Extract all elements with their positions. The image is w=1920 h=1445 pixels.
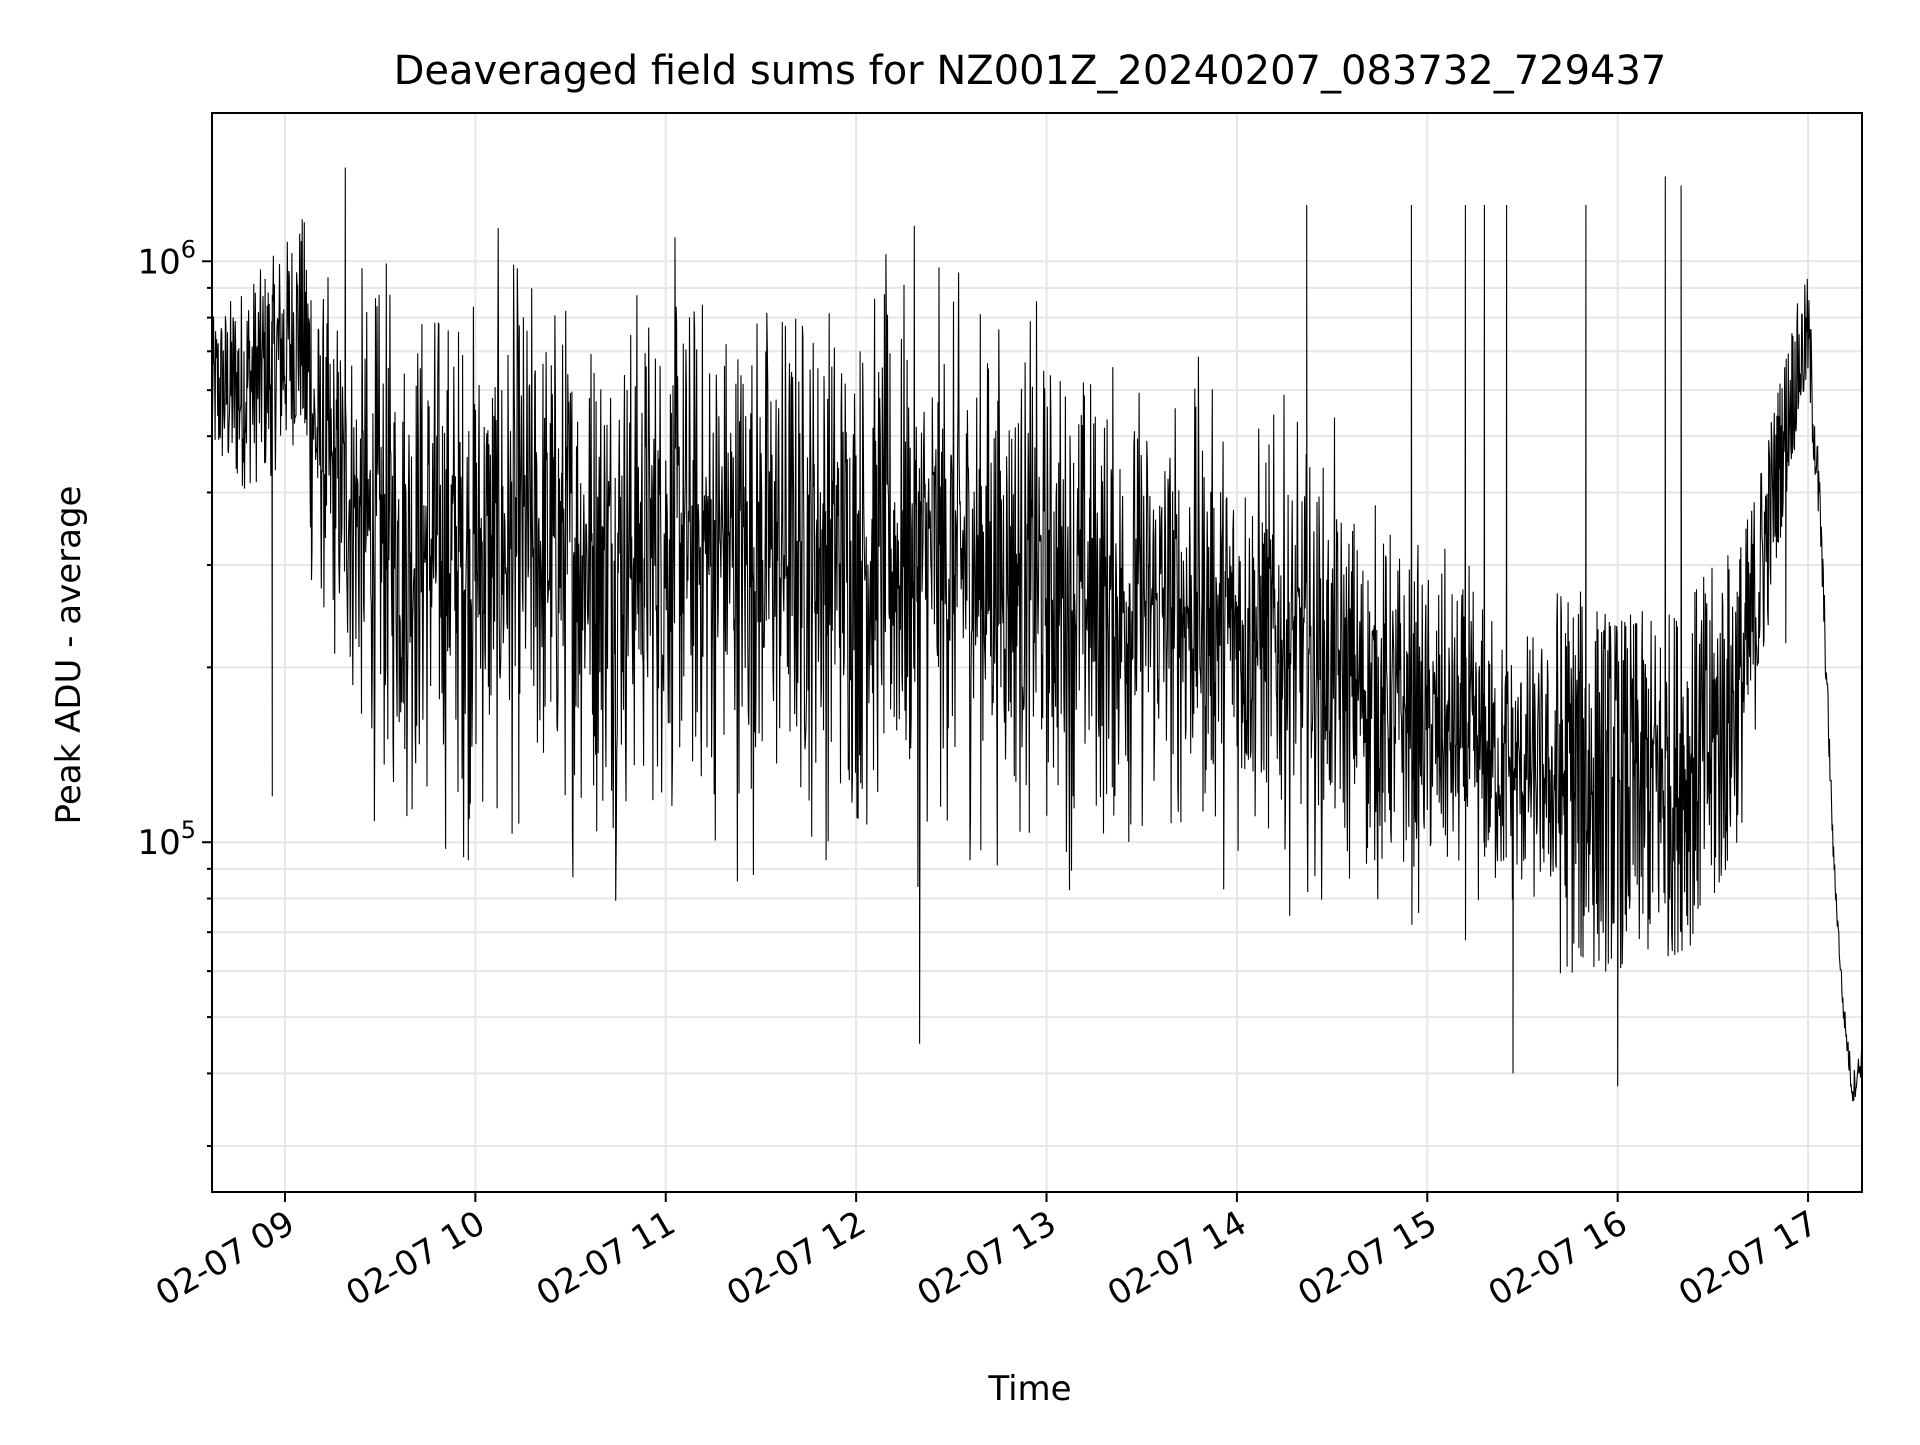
series-line (211, 167, 1863, 1102)
chart-title: Deaveraged field sums for NZ001Z_2024020… (394, 48, 1667, 94)
plot-frame (211, 112, 1863, 1193)
y-tick-label: 105 (137, 816, 196, 863)
y-tick-label: 106 (137, 235, 196, 282)
y-axis-label: Peak ADU - average (49, 486, 89, 825)
x-axis-label: Time (987, 1369, 1071, 1409)
data-layer (211, 167, 1863, 1102)
